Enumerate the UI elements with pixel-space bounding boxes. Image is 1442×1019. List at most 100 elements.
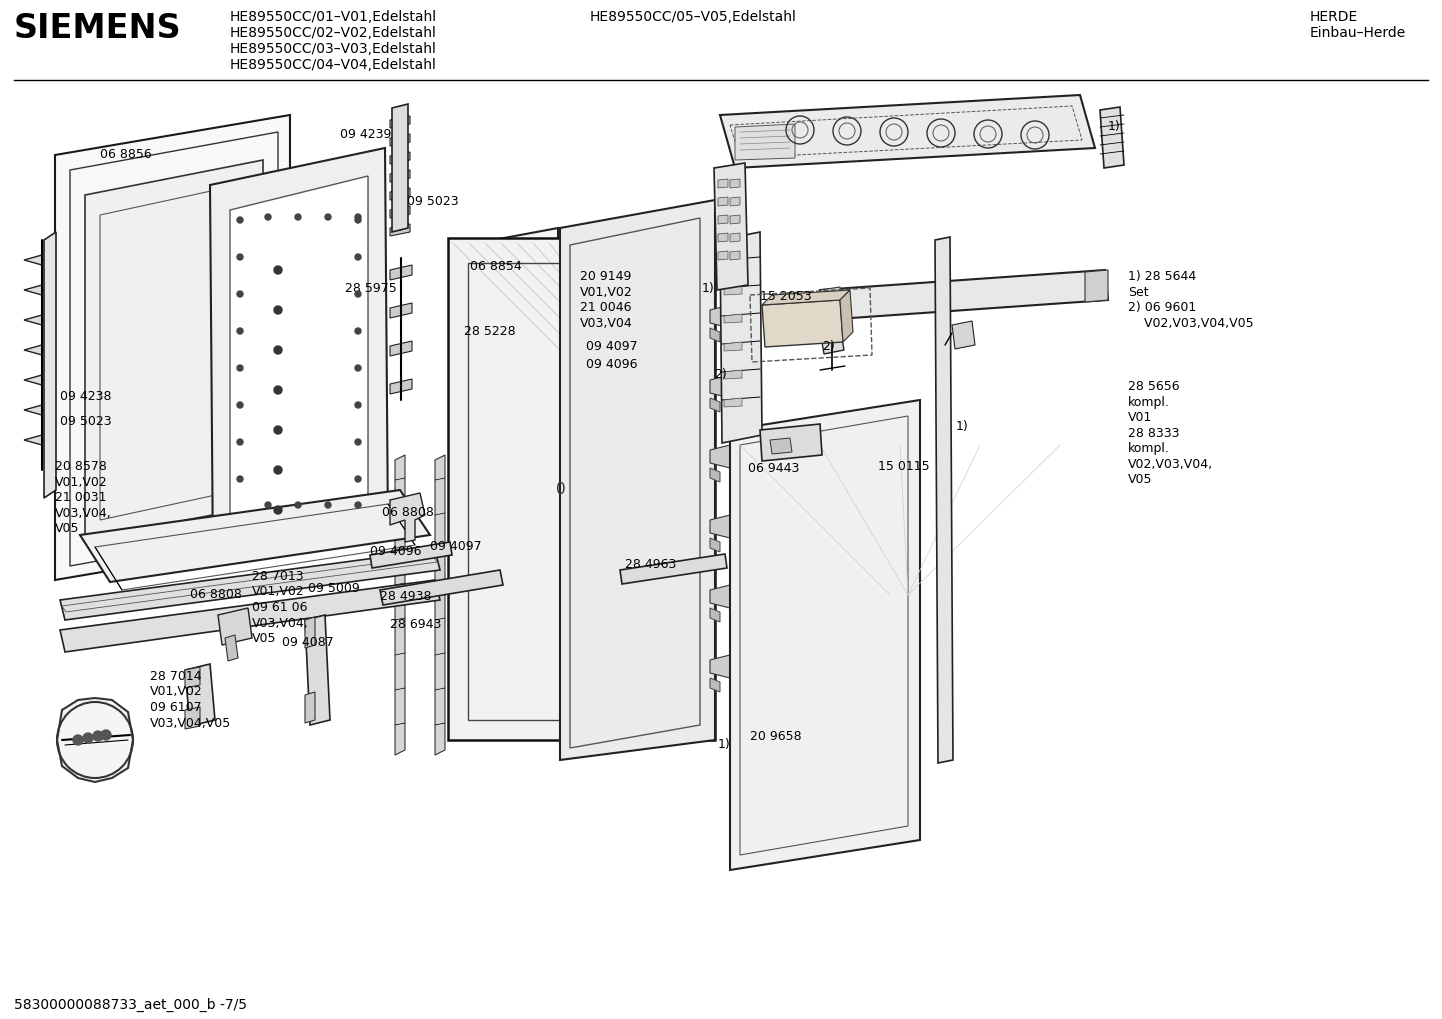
Circle shape <box>274 306 283 314</box>
Text: 28 4963: 28 4963 <box>624 558 676 571</box>
Polygon shape <box>770 438 792 454</box>
Polygon shape <box>25 375 42 385</box>
Circle shape <box>296 502 301 508</box>
Text: 09 5023: 09 5023 <box>407 195 459 208</box>
Polygon shape <box>720 232 761 443</box>
Polygon shape <box>559 200 715 760</box>
Polygon shape <box>761 290 849 305</box>
Polygon shape <box>448 238 715 740</box>
Polygon shape <box>730 400 920 870</box>
Text: 28 4938: 28 4938 <box>381 590 431 603</box>
Polygon shape <box>389 303 412 318</box>
Text: 06 8808: 06 8808 <box>382 506 434 519</box>
Circle shape <box>236 365 244 371</box>
Polygon shape <box>25 285 42 294</box>
Text: 28 5228: 28 5228 <box>464 325 516 338</box>
Circle shape <box>324 502 332 508</box>
Circle shape <box>274 506 283 514</box>
Polygon shape <box>389 116 410 128</box>
Circle shape <box>274 386 283 394</box>
Polygon shape <box>1084 270 1107 302</box>
Text: 06 8856: 06 8856 <box>99 148 151 161</box>
Circle shape <box>355 476 360 482</box>
Polygon shape <box>709 375 730 398</box>
Polygon shape <box>952 321 975 348</box>
Text: 09 4096: 09 4096 <box>371 545 421 558</box>
Text: HERDE: HERDE <box>1309 10 1358 24</box>
Text: 1) 28 5644
Set
2) 06 9601
    V02,V03,V04,V05: 1) 28 5644 Set 2) 06 9601 V02,V03,V04,V0… <box>1128 270 1253 329</box>
Circle shape <box>236 328 244 334</box>
Polygon shape <box>389 206 410 218</box>
Text: 06 8854: 06 8854 <box>470 260 522 273</box>
Polygon shape <box>709 445 730 468</box>
Circle shape <box>92 731 102 741</box>
Polygon shape <box>724 286 743 294</box>
Polygon shape <box>735 124 795 160</box>
Circle shape <box>74 735 84 745</box>
Circle shape <box>296 214 301 220</box>
Polygon shape <box>392 104 408 232</box>
Polygon shape <box>45 232 56 498</box>
Polygon shape <box>306 692 314 723</box>
Polygon shape <box>709 305 730 328</box>
Polygon shape <box>381 570 503 605</box>
Polygon shape <box>820 270 1107 320</box>
Circle shape <box>274 266 283 274</box>
Text: 09 4096: 09 4096 <box>585 358 637 371</box>
Polygon shape <box>718 251 728 260</box>
Circle shape <box>84 733 92 743</box>
Polygon shape <box>724 258 743 267</box>
Text: 06 9443: 06 9443 <box>748 462 799 475</box>
Polygon shape <box>79 490 430 582</box>
Polygon shape <box>724 370 743 379</box>
Circle shape <box>355 254 360 260</box>
Circle shape <box>236 291 244 297</box>
Polygon shape <box>395 455 405 755</box>
Polygon shape <box>718 233 728 242</box>
Polygon shape <box>61 580 440 652</box>
Text: 1): 1) <box>702 282 715 294</box>
Text: 09 4238: 09 4238 <box>61 390 111 403</box>
Polygon shape <box>709 515 730 538</box>
Polygon shape <box>389 493 425 542</box>
Polygon shape <box>185 664 215 726</box>
Text: 20 8578
V01,V02
21 0031
V03,V04,
V05: 20 8578 V01,V02 21 0031 V03,V04, V05 <box>55 460 111 535</box>
Polygon shape <box>841 290 854 342</box>
Text: 28 7013
V01,V02
09 61 06
V03,V04,
V05: 28 7013 V01,V02 09 61 06 V03,V04, V05 <box>252 570 309 645</box>
Text: HE89550CC/01–V01,Edelstahl: HE89550CC/01–V01,Edelstahl <box>231 10 437 24</box>
Polygon shape <box>225 635 238 661</box>
Circle shape <box>101 730 111 740</box>
Circle shape <box>355 291 360 297</box>
Text: 20 9149
V01,V02
21 0046
V03,V04: 20 9149 V01,V02 21 0046 V03,V04 <box>580 270 633 329</box>
Polygon shape <box>820 326 844 354</box>
Text: 28 7014
V01,V02
09 6107
V03,V04,V05: 28 7014 V01,V02 09 6107 V03,V04,V05 <box>150 671 231 730</box>
Text: 09 4097: 09 4097 <box>430 540 482 553</box>
Text: 0: 0 <box>557 482 565 496</box>
Polygon shape <box>709 655 730 678</box>
Text: 09 4087: 09 4087 <box>283 636 333 649</box>
Circle shape <box>265 214 271 220</box>
Circle shape <box>274 346 283 354</box>
Text: 09 5023: 09 5023 <box>61 415 111 428</box>
Circle shape <box>355 403 360 408</box>
Polygon shape <box>724 398 743 407</box>
Polygon shape <box>730 197 740 206</box>
Polygon shape <box>730 179 740 187</box>
Text: 2): 2) <box>822 340 835 353</box>
Text: 28 5975: 28 5975 <box>345 282 397 294</box>
Circle shape <box>236 439 244 445</box>
Text: 2): 2) <box>714 368 727 381</box>
Polygon shape <box>718 215 728 224</box>
Polygon shape <box>25 405 42 415</box>
Polygon shape <box>730 251 740 260</box>
Circle shape <box>274 426 283 434</box>
Polygon shape <box>724 342 743 351</box>
Polygon shape <box>389 224 410 236</box>
Text: 15 2053: 15 2053 <box>760 290 812 303</box>
Polygon shape <box>58 698 133 782</box>
Text: 28 5656
kompl.
V01
28 8333
kompl.
V02,V03,V04,
V05: 28 5656 kompl. V01 28 8333 kompl. V02,V0… <box>1128 380 1213 486</box>
Polygon shape <box>934 237 953 763</box>
Polygon shape <box>218 608 252 645</box>
Polygon shape <box>724 314 743 323</box>
Circle shape <box>355 214 360 220</box>
